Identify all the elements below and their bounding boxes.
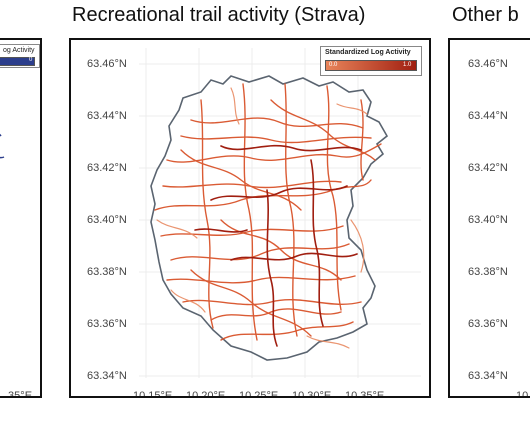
center-lat-label: 63.38°N [87, 266, 127, 278]
center-map-panel: Standardized Log Activity 0.0 1.0 63.46°… [69, 38, 431, 398]
center-panel-title: Recreational trail activity (Strava) [72, 4, 366, 26]
left-lon-label: .35°E [5, 390, 33, 398]
center-lon-label: 10.25°E [239, 390, 279, 398]
right-lat-label: 63.38°N [468, 266, 508, 278]
center-lat-label: 63.42°N [87, 162, 127, 174]
center-legend-title: Standardized Log Activity [325, 49, 411, 56]
center-map-grid [139, 48, 421, 378]
right-lat-label: 63.34°N [468, 370, 508, 382]
right-panel-title: Other b [452, 4, 519, 26]
center-lon-label: 10.15°E [133, 390, 173, 398]
left-map-trails [0, 133, 5, 159]
center-map-trails [150, 75, 389, 361]
right-map-panel: 63.46°N 63.44°N 63.42°N 63.40°N 63.38°N … [448, 38, 530, 398]
center-lat-label: 63.36°N [87, 318, 127, 330]
center-legend-bar [325, 60, 417, 71]
left-legend-bar [0, 57, 35, 66]
center-lon-label: 10.20°E [186, 390, 226, 398]
right-lat-label: 63.40°N [468, 214, 508, 226]
study-area-boundary [150, 75, 389, 361]
center-legend-min: 0.0 [329, 62, 338, 68]
center-lon-label: 10.35°E [345, 390, 385, 398]
center-legend: Standardized Log Activity 0.0 1.0 [320, 46, 422, 76]
center-lat-label: 63.46°N [87, 58, 127, 70]
center-legend-max: 1.0 [403, 62, 412, 68]
right-lat-label: 63.42°N [468, 162, 508, 174]
center-lat-label: 63.34°N [87, 370, 127, 382]
center-lat-label: 63.44°N [87, 110, 127, 122]
right-lat-label: 63.36°N [468, 318, 508, 330]
right-lat-label: 63.46°N [468, 58, 508, 70]
left-map-panel: og Activity 0 .35°E [0, 38, 42, 398]
center-lat-label: 63.40°N [87, 214, 127, 226]
left-legend: og Activity 0 [0, 44, 40, 68]
right-lat-label: 63.44°N [468, 110, 508, 122]
right-lon-label: 10. [516, 390, 530, 398]
left-legend-tick: 0 [29, 57, 33, 63]
left-legend-title: og Activity [3, 47, 35, 54]
center-lon-label: 10.30°E [292, 390, 332, 398]
